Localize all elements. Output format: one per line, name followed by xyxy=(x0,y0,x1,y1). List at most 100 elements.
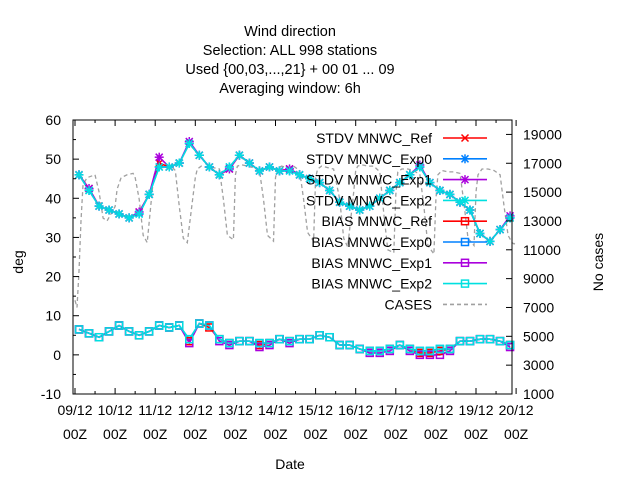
point-stdv-mnwc-exp2-9 xyxy=(164,162,174,172)
point-bias-mnwc-exp2-29 xyxy=(365,346,374,356)
point-stdv-mnwc-exp2-17 xyxy=(244,158,254,168)
point-bias-mnwc-exp2-0 xyxy=(74,325,84,334)
point-bias-mnwc-exp2-8 xyxy=(154,321,164,330)
point-bias-mnwc-exp2-13 xyxy=(205,321,214,330)
point-bias-mnwc-exp2-33-shape xyxy=(405,344,415,354)
legend-label-bias-mnwc-ref: BIAS MNWC_Ref xyxy=(322,213,433,229)
point-bias-mnwc-exp2-12-shape xyxy=(195,319,204,328)
x-tick-label: 16/12 xyxy=(338,402,373,418)
y-tick-label: 0 xyxy=(53,347,61,363)
x-tick-label: 18/12 xyxy=(418,402,453,418)
point-stdv-mnwc-exp2-37 xyxy=(445,189,455,199)
point-bias-mnwc-exp2-5-shape xyxy=(124,327,134,336)
point-bias-mnwc-exp2-4-shape xyxy=(114,321,124,330)
point-stdv-mnwc-exp2-33 xyxy=(405,170,415,180)
point-bias-mnwc-exp2-17-shape xyxy=(245,336,254,346)
point-bias-mnwc-exp2-43-shape xyxy=(505,340,515,350)
y-tick-label: 50 xyxy=(45,151,61,167)
point-stdv-mnwc-exp2-12 xyxy=(194,150,204,160)
x-tick-label-time: 00Z xyxy=(344,426,369,442)
legend-marker-stdv-mnwc-exp1 xyxy=(460,175,470,185)
point-bias-mnwc-exp2-39-shape xyxy=(465,336,475,346)
point-bias-mnwc-exp2-23 xyxy=(305,334,314,344)
point-stdv-mnwc-exp2-35 xyxy=(425,178,435,188)
series-layer xyxy=(78,139,511,356)
point-bias-mnwc-exp2-19-shape xyxy=(265,338,274,348)
point-bias-mnwc-exp2-18-shape xyxy=(255,338,264,348)
point-stdv-mnwc-exp2-28 xyxy=(355,205,365,215)
legend-marker-bias-mnwc-ref-shape xyxy=(460,216,470,226)
legend-marker-bias-mnwc-exp0 xyxy=(460,237,470,247)
y2-tick-label: 7000 xyxy=(523,299,554,315)
point-bias-mnwc-exp2-31 xyxy=(385,344,395,354)
chart-title-line-2: Selection: ALL 998 stations xyxy=(203,43,377,59)
point-bias-mnwc-exp2-38 xyxy=(455,336,465,346)
point-bias-mnwc-exp2-2-shape xyxy=(94,332,104,342)
point-bias-mnwc-exp2-24-shape xyxy=(315,331,324,340)
point-stdv-mnwc-exp2-18 xyxy=(254,166,264,176)
point-bias-mnwc-exp1-36-shape xyxy=(435,350,445,360)
point-bias-mnwc-exp2-27-shape xyxy=(345,340,354,350)
point-bias-mnwc-exp2-7-shape xyxy=(144,327,154,336)
point-stdv-mnwc-exp1-8 xyxy=(154,152,164,162)
point-bias-mnwc-exp2-21-shape xyxy=(285,336,294,346)
legend-label-stdv-mnwc-exp0: STDV MNWC_Exp0 xyxy=(306,151,432,167)
x-tick-label: 12/12 xyxy=(178,402,213,418)
legend-marker-bias-mnwc-exp2 xyxy=(460,279,470,288)
point-bias-mnwc-exp2-29-shape xyxy=(365,346,374,356)
legend-marker-bias-mnwc-exp2-shape xyxy=(460,279,470,288)
point-stdv-mnwc-exp2-3 xyxy=(104,205,114,215)
point-stdv-mnwc-exp2-29 xyxy=(365,201,375,211)
y-tick-label: 10 xyxy=(45,308,61,324)
y2-tick-label: 19000 xyxy=(523,126,562,142)
x-tick-label: 20/12 xyxy=(499,402,534,418)
point-bias-mnwc-exp2-4 xyxy=(114,321,124,330)
point-bias-mnwc-exp2-11 xyxy=(185,334,194,344)
point-stdv-mnwc-exp2-0 xyxy=(74,170,84,180)
point-bias-mnwc-exp2-20 xyxy=(275,334,284,344)
point-bias-mnwc-exp2-36 xyxy=(435,344,445,354)
x-tick-label-time: 00Z xyxy=(504,426,529,442)
x-tick-label-time: 00Z xyxy=(424,426,449,442)
legend-label-stdv-mnwc-ref: STDV MNWC_Ref xyxy=(316,130,432,146)
point-bias-mnwc-exp2-39 xyxy=(465,336,475,346)
point-stdv-mnwc-exp2-25 xyxy=(325,185,335,195)
point-stdv-mnwc-exp2-32 xyxy=(395,178,405,188)
x-tick-label-time: 00Z xyxy=(103,426,128,442)
y2-tick-label: 11000 xyxy=(523,242,561,258)
legend-label-cases: CASES xyxy=(385,296,432,312)
point-stdv-mnwc-exp2-27 xyxy=(345,201,355,211)
point-bias-mnwc-exp2-16-shape xyxy=(235,336,244,346)
x-tick-label-time: 00Z xyxy=(143,426,168,442)
x-tick-label-time: 00Z xyxy=(304,426,329,442)
point-bias-mnwc-exp2-6-shape xyxy=(134,331,144,340)
point-stdv-mnwc-exp2-19 xyxy=(264,162,274,172)
point-bias-mnwc-exp1-36 xyxy=(435,350,445,360)
point-bias-mnwc-exp2-20-shape xyxy=(275,334,284,344)
y2-tick-label: 1000 xyxy=(523,386,554,402)
point-bias-mnwc-exp2-36-shape xyxy=(435,344,445,354)
point-bias-mnwc-exp2-3 xyxy=(104,327,114,336)
legend-marker-stdv-mnwc-exp0 xyxy=(460,154,470,164)
point-bias-mnwc-exp2-21 xyxy=(285,336,294,346)
point-bias-mnwc-exp2-25-shape xyxy=(325,332,334,342)
y-tick-label: 30 xyxy=(45,229,61,245)
point-stdv-mnwc-exp2-6 xyxy=(134,209,144,219)
point-bias-mnwc-exp2-3-shape xyxy=(104,327,114,336)
point-bias-mnwc-exp2-15 xyxy=(225,338,234,348)
point-bias-mnwc-exp2-26 xyxy=(335,340,344,350)
point-bias-mnwc-exp2-9-shape xyxy=(164,323,174,332)
point-bias-mnwc-exp2-6 xyxy=(134,331,144,340)
point-bias-mnwc-exp2-37-shape xyxy=(445,344,455,354)
point-bias-mnwc-exp2-34 xyxy=(415,346,425,356)
point-bias-mnwc-exp2-0-shape xyxy=(74,325,84,334)
point-bias-mnwc-exp2-12 xyxy=(195,319,204,328)
point-bias-mnwc-exp2-13-shape xyxy=(205,321,214,330)
point-stdv-mnwc-exp2-11 xyxy=(184,138,194,148)
legend-label-stdv-mnwc-exp2: STDV MNWC_Exp2 xyxy=(306,192,432,208)
point-stdv-mnwc-exp2-7 xyxy=(144,189,154,199)
point-stdv-mnwc-exp2-24 xyxy=(315,178,325,188)
x-tick-label: 17/12 xyxy=(378,402,413,418)
point-bias-mnwc-exp2-31-shape xyxy=(385,344,395,354)
